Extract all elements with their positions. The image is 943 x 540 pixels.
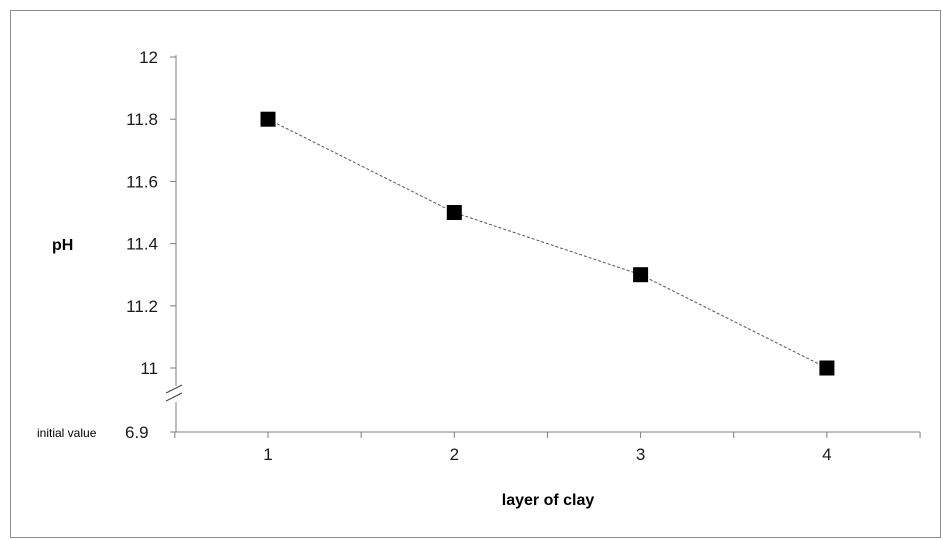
x-tick-label: 2 bbox=[450, 445, 459, 464]
series-line bbox=[267, 118, 828, 369]
y-tick-label: 11.2 bbox=[126, 297, 158, 316]
y-tick-label: 11.6 bbox=[126, 172, 158, 191]
baseline-value: 6.9 bbox=[125, 423, 149, 442]
data-point bbox=[633, 267, 649, 283]
x-tick-label: 3 bbox=[636, 445, 645, 464]
data-point bbox=[819, 360, 835, 376]
axes bbox=[165, 55, 920, 433]
axis-break-mark bbox=[165, 392, 183, 402]
y-axis-ticks: 11 11.2 11.4 11.6 11.8 12 bbox=[126, 48, 176, 378]
y-tick-label: 12 bbox=[139, 48, 158, 67]
baseline-label: initial value bbox=[37, 426, 97, 440]
y-tick-label: 11 bbox=[140, 359, 158, 378]
x-axis-ticks: 1 2 3 4 bbox=[174, 432, 921, 464]
y-axis-label: pH bbox=[52, 237, 73, 254]
y-tick-label: 11.4 bbox=[126, 235, 158, 254]
x-tick-label: 4 bbox=[822, 445, 831, 464]
data-markers bbox=[260, 111, 835, 376]
chart-frame bbox=[10, 10, 941, 538]
data-point bbox=[446, 205, 462, 220]
data-point bbox=[260, 111, 276, 127]
y-tick-label: 11.8 bbox=[126, 110, 158, 129]
x-axis-label: layer of clay bbox=[502, 492, 595, 509]
x-tick-label: 1 bbox=[263, 445, 272, 464]
axis-break-mark bbox=[165, 384, 183, 394]
